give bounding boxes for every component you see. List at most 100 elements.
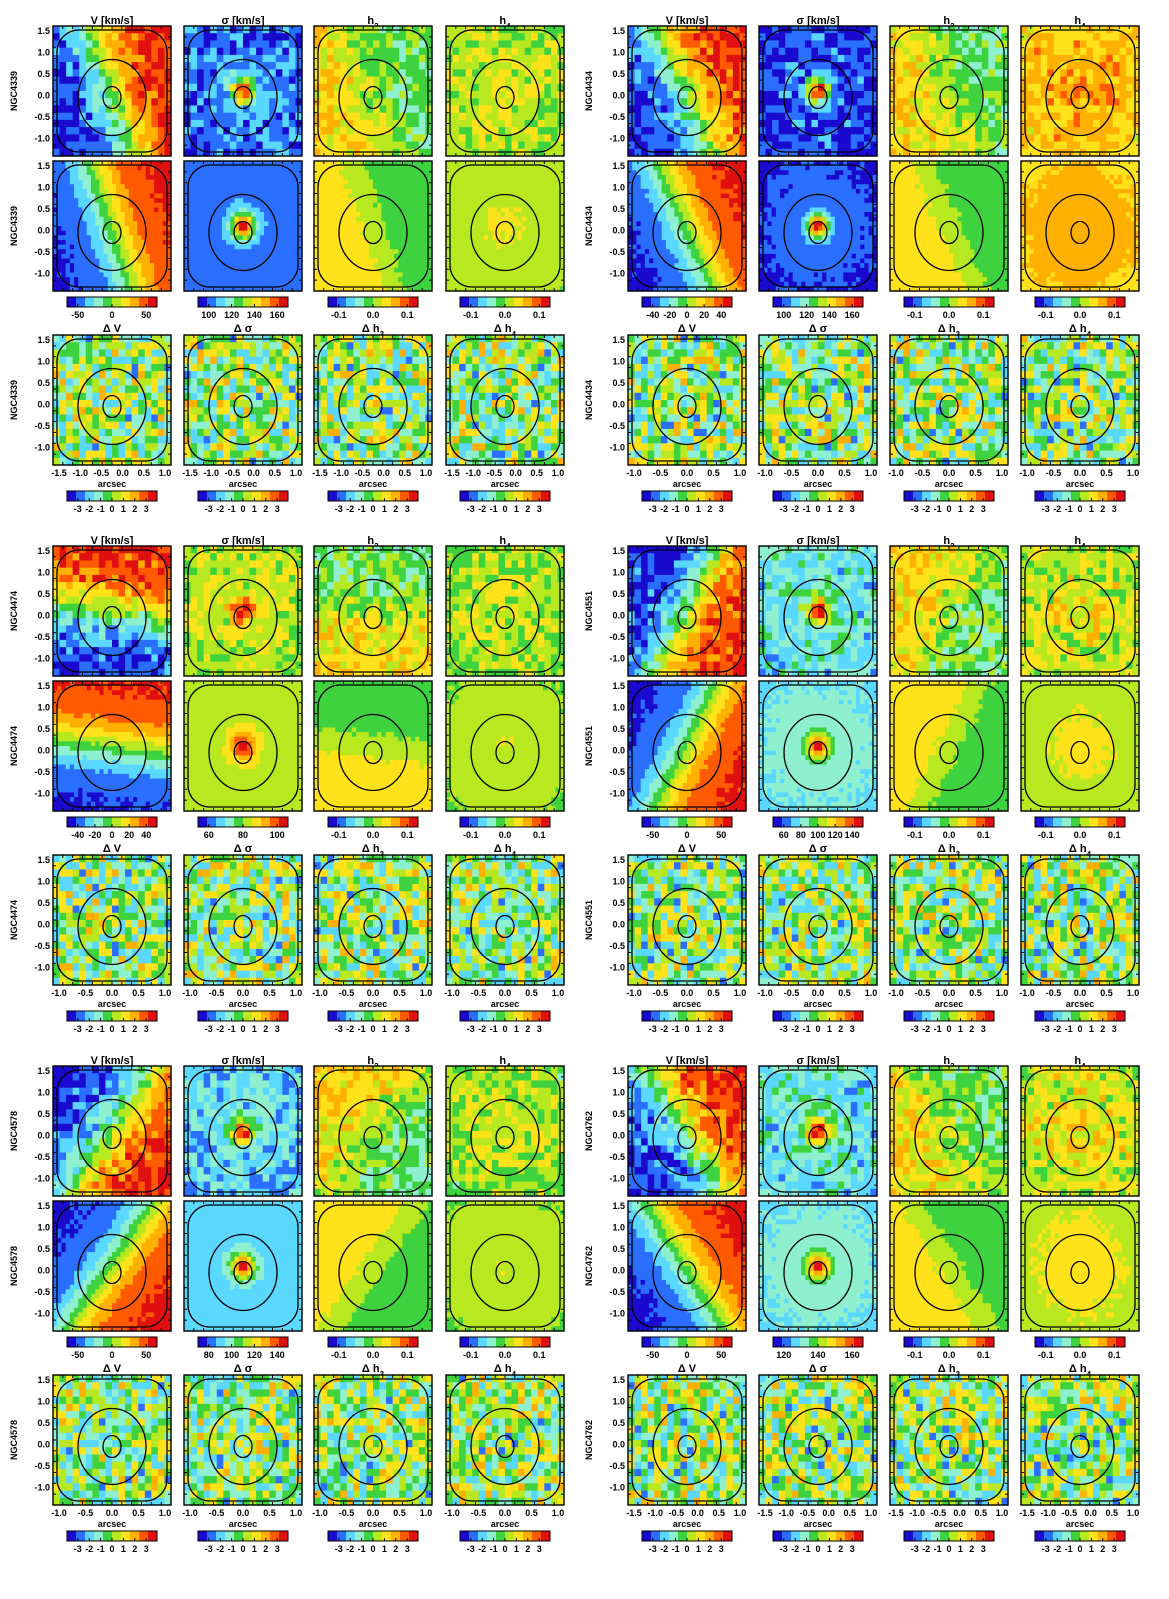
map-pixel (158, 113, 165, 121)
map-pixel (223, 33, 230, 41)
map-pixel (204, 48, 211, 56)
map-pixel (525, 91, 532, 99)
map-pixel (91, 194, 96, 199)
map-pixel (197, 277, 202, 282)
map-pixel (188, 194, 193, 199)
map-pixel (210, 33, 217, 41)
map-pixel (277, 217, 282, 222)
map-pixel (318, 235, 323, 240)
map-pixel (505, 55, 512, 63)
map-pixel (347, 91, 354, 99)
map-pixel (104, 184, 109, 189)
map-pixel (99, 272, 104, 277)
map-pixel (268, 226, 273, 231)
map-pixel (268, 245, 273, 250)
map-pixel (386, 48, 393, 56)
map-pixel (209, 282, 214, 287)
map-pixel (256, 272, 261, 277)
map-pixel (154, 235, 159, 240)
map-pixel (188, 161, 193, 166)
map-pixel (104, 189, 109, 194)
map-pixel (99, 249, 104, 254)
map-pixel (214, 277, 219, 282)
map-pixel (87, 282, 92, 287)
map-pixel (321, 48, 328, 56)
map-pixel (70, 189, 75, 194)
map-pixel (386, 69, 393, 77)
map-pixel (285, 254, 290, 259)
map-pixel (321, 91, 328, 99)
map-pixel (104, 175, 109, 180)
map-pixel (57, 212, 62, 217)
map-pixel (273, 282, 278, 287)
map-pixel (260, 184, 265, 189)
map-pixel (116, 217, 121, 222)
map-pixel (243, 69, 250, 77)
map-pixel (120, 212, 125, 217)
map-pixel (256, 217, 261, 222)
map-pixel (112, 203, 117, 208)
map-pixel (184, 282, 189, 287)
map-pixel (235, 249, 240, 254)
map-pixel (412, 69, 419, 77)
map-pixel (60, 113, 67, 121)
map-pixel (201, 194, 206, 199)
map-pixel (137, 277, 142, 282)
map-pixel (83, 245, 88, 250)
map-pixel (243, 62, 250, 70)
map-pixel (120, 277, 125, 282)
map-pixel (273, 194, 278, 199)
map-pixel (218, 207, 223, 212)
map-pixel (91, 189, 96, 194)
map-pixel (479, 69, 486, 77)
map-pixel (282, 127, 289, 135)
map-pixel (263, 33, 270, 41)
pixel-map (314, 26, 433, 157)
map-pixel (263, 55, 270, 63)
map-pixel (276, 48, 283, 56)
map-pixel (197, 184, 202, 189)
map-pixel (236, 77, 243, 85)
map-pixel (125, 105, 132, 113)
map-pixel (83, 166, 88, 171)
map-pixel (340, 55, 347, 63)
map-pixel (214, 170, 219, 175)
map-pixel (78, 226, 83, 231)
map-pixel (214, 259, 219, 264)
map-pixel (366, 91, 373, 99)
map-pixel (269, 62, 276, 70)
map-pixel (66, 48, 73, 56)
map-pixel (498, 113, 505, 121)
map-pixel (125, 166, 130, 171)
map-pixel (531, 142, 538, 150)
map-pixel (277, 221, 282, 226)
map-pixel (347, 84, 354, 92)
map-pixel (129, 217, 134, 222)
map-pixel (209, 203, 214, 208)
map-pixel (353, 77, 360, 85)
map-pixel (281, 249, 286, 254)
map-pixel (70, 231, 75, 236)
map-pixel (95, 184, 100, 189)
map-pixel (281, 263, 286, 268)
map-pixel (498, 69, 505, 77)
map-pixel (260, 268, 265, 273)
map-pixel (322, 268, 327, 273)
map-pixel (386, 55, 393, 63)
map-pixel (479, 142, 486, 150)
map-pixel (247, 277, 252, 282)
map-pixel (419, 77, 426, 85)
map-pixel (538, 62, 545, 70)
map-pixel (235, 263, 240, 268)
map-pixel (201, 240, 206, 245)
map-pixel (209, 277, 214, 282)
map-pixel (235, 184, 240, 189)
map-pixel (188, 203, 193, 208)
map-pixel (146, 180, 151, 185)
map-pixel (505, 33, 512, 41)
map-pixel (250, 33, 257, 41)
map-pixel (268, 240, 273, 245)
map-pixel (260, 217, 265, 222)
map-pixel (105, 62, 112, 70)
map-pixel (393, 134, 400, 142)
